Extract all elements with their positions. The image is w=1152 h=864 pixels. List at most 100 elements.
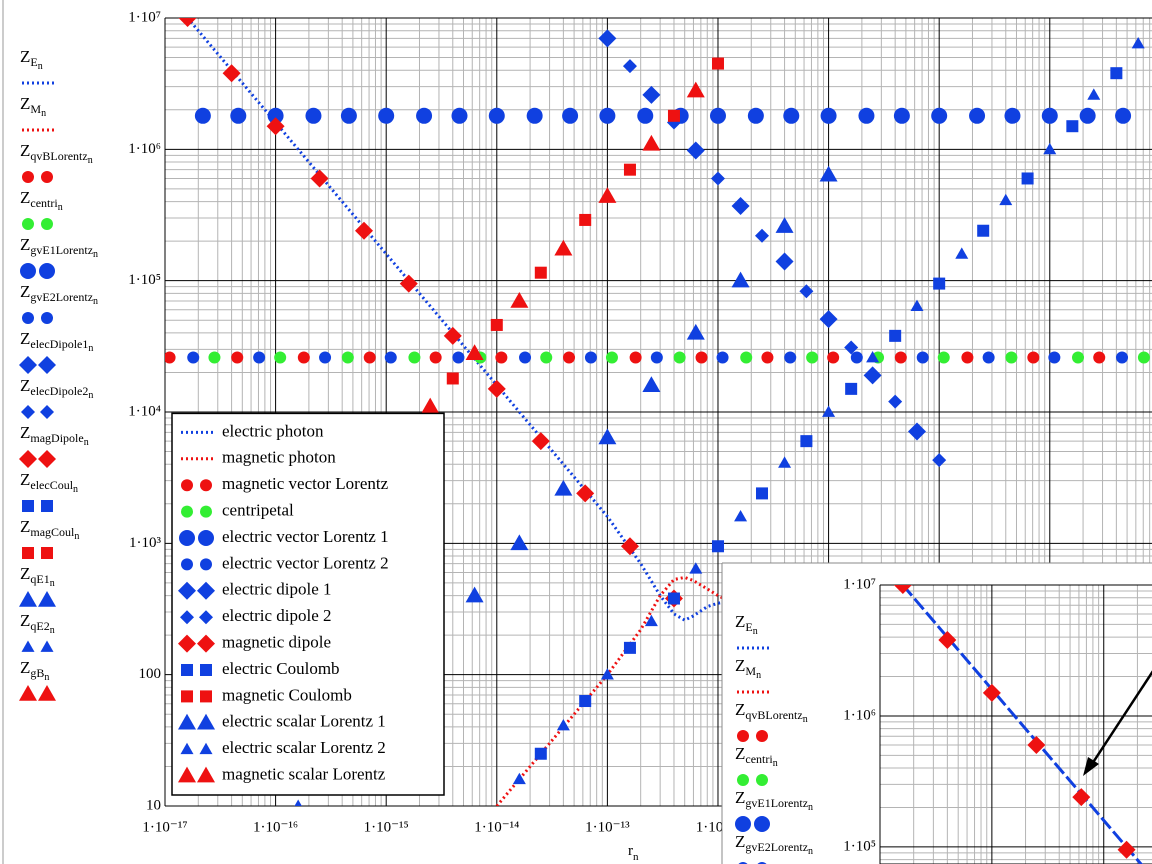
marker-triangle bbox=[40, 640, 54, 652]
marker-square bbox=[181, 690, 193, 703]
marker-square bbox=[711, 57, 724, 70]
label-base: Z bbox=[20, 47, 30, 66]
label-sub: qvBLorentz bbox=[30, 149, 87, 163]
label-index: n bbox=[44, 672, 49, 683]
marker-triangle bbox=[642, 376, 661, 392]
marker-diamond bbox=[907, 422, 926, 441]
marker-diamond bbox=[266, 117, 285, 136]
marker-triangle bbox=[19, 591, 37, 607]
legend-label: magnetic Coulomb bbox=[222, 685, 352, 704]
y-tick-label: 1·10⁷ bbox=[843, 576, 876, 592]
subscripted-label: ZgvE2Lorentzn bbox=[735, 832, 813, 857]
marker-triangle bbox=[38, 591, 56, 607]
trace-label: ZgvE1Lorentzn bbox=[735, 788, 813, 832]
label-sub: elecCoul bbox=[30, 478, 73, 492]
marker-diamond bbox=[1072, 788, 1091, 807]
marker-triangle bbox=[734, 510, 748, 522]
marker-triangle bbox=[1043, 142, 1057, 155]
marker-circle bbox=[340, 107, 357, 124]
subscripted-label: Zcentrin bbox=[20, 188, 63, 213]
marker-circle bbox=[208, 351, 221, 364]
marker-triangle bbox=[999, 193, 1013, 206]
marker-circle bbox=[937, 351, 950, 364]
marker-triangle bbox=[822, 405, 836, 417]
trace-label: ZEn bbox=[735, 612, 769, 650]
marker-square bbox=[1110, 67, 1123, 80]
label-base: r bbox=[628, 843, 633, 859]
marker-circle bbox=[451, 107, 468, 124]
label-index: n bbox=[773, 758, 778, 769]
marker-square bbox=[755, 487, 768, 500]
marker-triangle bbox=[180, 742, 194, 755]
marker-triangle bbox=[178, 766, 196, 783]
legend-box bbox=[171, 412, 445, 796]
marker-circle bbox=[319, 351, 332, 364]
legend-label: centripetal bbox=[222, 501, 294, 520]
marker-circle bbox=[605, 351, 618, 364]
marker-circle bbox=[200, 505, 212, 518]
trace-label: ZelecCouln bbox=[20, 470, 78, 512]
marker-triangle bbox=[510, 534, 529, 551]
marker-circle bbox=[41, 218, 53, 230]
subscripted-label: ZelecDipole1n bbox=[20, 329, 93, 354]
marker-diamond bbox=[620, 537, 639, 556]
marker-triangle bbox=[197, 713, 215, 730]
marker-square bbox=[1021, 172, 1034, 185]
subscripted-label: ZmagCouln bbox=[20, 517, 79, 542]
marker-square bbox=[711, 540, 724, 553]
marker-triangle bbox=[421, 397, 440, 414]
marker-diamond bbox=[863, 366, 882, 385]
legend: electric photon magnetic photon magnetic v… bbox=[171, 412, 445, 796]
marker-circle bbox=[806, 351, 819, 364]
label-sub: elecDipole2 bbox=[30, 384, 88, 398]
marker-circle bbox=[194, 107, 211, 124]
marker-diamond bbox=[197, 634, 215, 653]
trace-label: ZgvE2Lorentzn bbox=[735, 832, 813, 864]
legend-label: electric scalar Lorentz 2 bbox=[222, 738, 386, 757]
marker-triangle bbox=[465, 586, 484, 603]
marker-circle bbox=[39, 263, 55, 279]
marker-triangle bbox=[642, 134, 661, 151]
marker-square bbox=[623, 641, 636, 654]
marker-diamond bbox=[178, 18, 197, 27]
x-tick-label: 1·10⁻¹⁴ bbox=[474, 819, 519, 835]
marker-circle bbox=[1027, 351, 1040, 364]
marker-circle bbox=[488, 107, 505, 124]
marker-square bbox=[181, 664, 193, 676]
marker-circle bbox=[916, 351, 929, 364]
trace-label: ZMn bbox=[20, 94, 54, 132]
y-tick-label: 10 bbox=[146, 797, 161, 813]
marker-square bbox=[22, 500, 34, 512]
marker-circle bbox=[452, 351, 465, 364]
subscripted-label: ZEn bbox=[20, 47, 43, 72]
marker-circle bbox=[41, 171, 53, 183]
marker-square bbox=[41, 547, 53, 559]
label-base: Z bbox=[20, 141, 30, 160]
marker-diamond bbox=[642, 85, 661, 104]
legend-label: electric dipole 2 bbox=[222, 606, 332, 625]
subscripted-label: ZelecCouln bbox=[20, 470, 78, 495]
legend-label: electric dipole 1 bbox=[222, 580, 332, 599]
label-index: n bbox=[88, 390, 93, 401]
legend-label: electric vector Lorentz 2 bbox=[222, 553, 389, 572]
marker-triangle bbox=[819, 165, 838, 182]
label-index: n bbox=[756, 670, 761, 681]
y-tick-label: 1·10⁶ bbox=[128, 141, 161, 157]
marker-circle bbox=[181, 479, 193, 492]
marker-triangle bbox=[1087, 88, 1101, 100]
marker-circle bbox=[363, 351, 376, 364]
marker-triangle bbox=[178, 713, 196, 730]
marker-circle bbox=[783, 107, 800, 124]
marker-diamond bbox=[754, 228, 769, 243]
marker-circle bbox=[737, 774, 749, 786]
marker-circle bbox=[20, 263, 36, 279]
subscripted-label: ZqE1n bbox=[20, 564, 55, 589]
marker-circle bbox=[181, 505, 193, 518]
subscripted-label: ZelecDipole2n bbox=[20, 376, 93, 401]
marker-triangle bbox=[510, 292, 529, 308]
subscripted-label: ZMn bbox=[735, 656, 761, 681]
marker-circle bbox=[740, 351, 753, 364]
y-tick-label: 1·10⁵ bbox=[843, 838, 876, 854]
marker-triangle bbox=[775, 217, 794, 233]
marker-circle bbox=[267, 107, 284, 124]
